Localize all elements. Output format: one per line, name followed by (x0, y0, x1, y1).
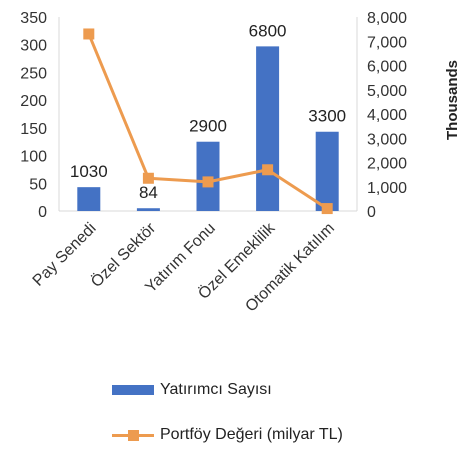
y-left-tick-label: 100 (20, 149, 47, 166)
bar-data-label: 3300 (308, 107, 346, 126)
bar-data-label: 1030 (70, 162, 108, 181)
legend-item-line: Portföy Değeri (milyar TL) (112, 426, 343, 444)
bar-data-label: 2900 (189, 117, 227, 136)
bar (315, 131, 339, 211)
bar-data-label: 84 (139, 183, 158, 202)
bar (196, 141, 220, 211)
bar (136, 208, 160, 211)
line-marker (142, 172, 154, 184)
bar (256, 46, 280, 212)
y-left-tick-label: 0 (38, 204, 47, 221)
y-right-tick-label: 6,000 (367, 59, 407, 76)
line-marker (202, 176, 214, 188)
y-left-tick-label: 350 (20, 10, 47, 27)
line-marker (321, 203, 333, 215)
y-right-tick-label: 0 (367, 204, 376, 221)
y-right-tick-label: 2,000 (367, 156, 407, 173)
line-marker (262, 164, 274, 176)
y-right-tick-label: 5,000 (367, 83, 407, 100)
legend-swatch-bars (112, 385, 154, 395)
bar (77, 187, 101, 211)
y-right-tick-label: 3,000 (367, 131, 407, 148)
legend-item-bars: Yatırımcı Sayısı (112, 381, 272, 399)
y-left-tick-label: 300 (20, 38, 47, 55)
legend-label-line: Portföy Değeri (milyar TL) (160, 426, 343, 443)
y-right-tick-label: 4,000 (367, 107, 407, 124)
y-left-tick-label: 200 (20, 93, 47, 110)
y-right-axis-label: Thousands (444, 60, 461, 140)
y-left-tick-label: 150 (20, 121, 47, 138)
legend-label-bars: Yatırımcı Sayısı (160, 381, 272, 398)
y-right-tick-label: 1,000 (367, 180, 407, 197)
bar-data-label: 6800 (249, 21, 287, 40)
y-right-tick-label: 7,000 (367, 34, 407, 51)
y-right-tick-label: 8,000 (367, 10, 407, 27)
line-marker (83, 28, 95, 40)
y-left-tick-label: 50 (29, 176, 47, 193)
legend-swatch-line (112, 428, 154, 442)
y-left-tick-label: 250 (20, 65, 47, 82)
